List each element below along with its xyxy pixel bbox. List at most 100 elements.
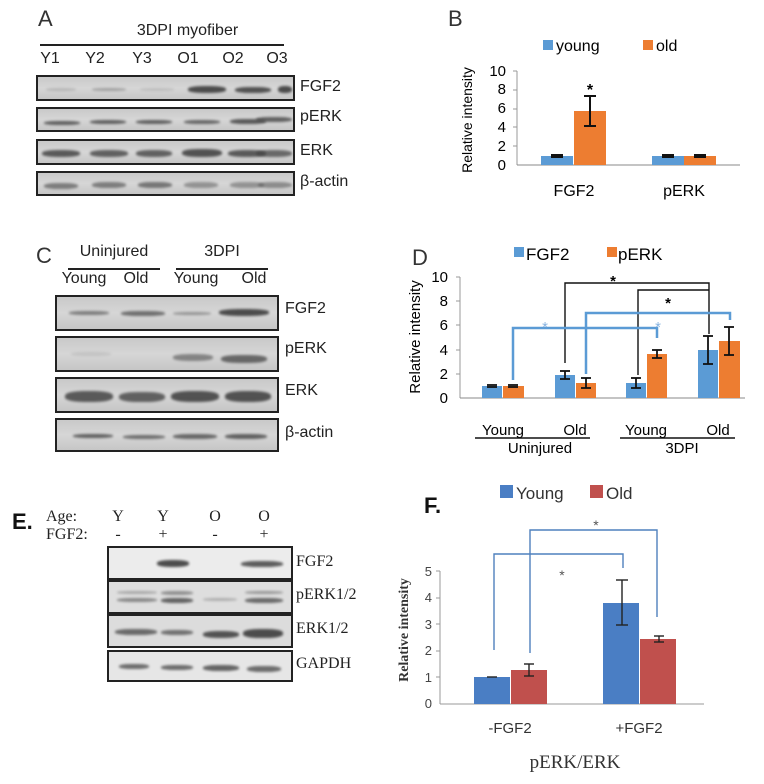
age-o: O [258, 508, 270, 525]
age-o: O [209, 508, 221, 525]
blot-label: FGF2 [285, 300, 326, 317]
panel-c-label: C [36, 243, 52, 268]
svg-text:*: * [593, 517, 599, 533]
legend-label-young: Young [516, 484, 564, 503]
svg-text:3DPI: 3DPI [665, 440, 698, 457]
lane-label: Young [61, 270, 107, 287]
lane-label: Y2 [85, 50, 105, 67]
panel-a-label: A [38, 6, 53, 31]
blot-label: ERK [285, 382, 318, 399]
blot-fgf2 [36, 75, 295, 101]
panel-d-chart: FGF2 pERK Relative intensity 0 2 4 6 8 1… [407, 245, 745, 457]
blot-label: ERK [300, 142, 333, 159]
legend-label-fgf2: FGF2 [526, 245, 569, 264]
svg-text:0: 0 [440, 390, 448, 407]
fgf2-minus: - [115, 526, 121, 543]
lane-label: Old [123, 270, 149, 287]
x-axis-label: pERK/ERK [530, 752, 621, 773]
svg-text:*: * [655, 319, 661, 336]
legend-label-perk: pERK [618, 245, 663, 264]
svg-text:6: 6 [498, 100, 506, 117]
svg-text:2: 2 [498, 138, 506, 155]
blot-beta-actin [55, 418, 279, 452]
blot-beta-actin [36, 171, 295, 196]
category-label: -FGF2 [488, 720, 531, 737]
svg-text:2: 2 [440, 366, 448, 383]
panel-b-chart: young old Relative intensity 0 2 4 6 8 1… [459, 38, 740, 200]
svg-text:Old: Old [706, 422, 729, 439]
blot-label: β-actin [285, 424, 334, 441]
lane-label: O2 [222, 50, 244, 67]
svg-text:0: 0 [425, 696, 432, 711]
age-y: Y [157, 508, 169, 525]
y-axis-label: Relative intensity [397, 578, 412, 682]
lane-label: Young [173, 270, 219, 287]
svg-text:4: 4 [440, 342, 448, 359]
panel-a-title-line [40, 44, 284, 46]
group-underline [176, 268, 268, 270]
row-label-fgf2: FGF2: [46, 526, 88, 543]
lane-label: O3 [266, 50, 288, 67]
panel-b-label: B [448, 6, 463, 31]
lane-label: Y3 [132, 50, 152, 67]
svg-text:Young: Young [625, 422, 667, 439]
svg-text:10: 10 [489, 63, 506, 80]
blot-label: FGF2 [296, 553, 334, 570]
svg-text:Old: Old [563, 422, 586, 439]
legend-swatch-young [543, 40, 553, 50]
row-label-age: Age: [46, 508, 78, 525]
blot-fgf2 [107, 546, 293, 580]
svg-text:1: 1 [425, 670, 432, 685]
svg-text:Uninjured: Uninjured [508, 440, 572, 457]
svg-text:Young: Young [482, 422, 524, 439]
blot-label: pERK [300, 108, 342, 125]
category-label: FGF2 [554, 183, 595, 200]
age-y: Y [112, 508, 124, 525]
lane-label: O1 [177, 50, 199, 67]
svg-text:*: * [610, 273, 616, 290]
blot-erk [55, 377, 279, 413]
significance-star: * [587, 82, 594, 99]
blot-label: FGF2 [300, 78, 341, 95]
svg-text:4: 4 [425, 590, 432, 605]
panel-e-label: E. [12, 509, 33, 534]
svg-text:8: 8 [440, 293, 448, 310]
fgf2-minus: - [212, 526, 218, 543]
legend-label-old: Old [606, 484, 632, 503]
fgf2-plus: + [259, 526, 269, 543]
svg-text:*: * [665, 295, 671, 312]
category-label: +FGF2 [615, 720, 662, 737]
panel-f-chart: Young Old Relative intensity 0 1 2 3 4 5 [397, 484, 704, 773]
fgf2-plus: + [158, 526, 168, 543]
legend-label-old: old [656, 38, 677, 55]
group-label: 3DPI [204, 243, 240, 260]
blot-fgf2 [55, 295, 279, 331]
svg-text:*: * [542, 319, 548, 336]
group-underline [68, 268, 160, 270]
category-label: pERK [663, 183, 705, 200]
blot-label: pERK [285, 340, 327, 357]
panel-f-label: F. [424, 493, 442, 518]
lane-label: Old [241, 270, 267, 287]
svg-text:2: 2 [425, 643, 432, 658]
blot-label: pERK1/2 [296, 586, 357, 603]
lane-label: Y1 [40, 50, 60, 67]
blot-gapdh [107, 650, 293, 682]
y-axis-label: Relative intensity [459, 67, 475, 173]
svg-text:10: 10 [431, 269, 448, 286]
blot-label: GAPDH [296, 655, 352, 672]
blot-perk [55, 336, 279, 372]
blot-erk12 [107, 614, 293, 648]
svg-text:0: 0 [498, 157, 506, 174]
svg-text:4: 4 [498, 119, 506, 136]
blot-perk [36, 107, 295, 132]
panel-d-label: D [412, 245, 428, 270]
blot-erk [36, 139, 295, 165]
panel-a-title: 3DPI myofiber [136, 22, 239, 39]
group-label: Uninjured [79, 243, 149, 260]
blot-label: ERK1/2 [296, 620, 349, 637]
svg-text:3: 3 [425, 617, 432, 632]
svg-text:6: 6 [440, 317, 448, 334]
blot-label: β-actin [300, 173, 349, 190]
blot-perk12 [107, 580, 293, 614]
